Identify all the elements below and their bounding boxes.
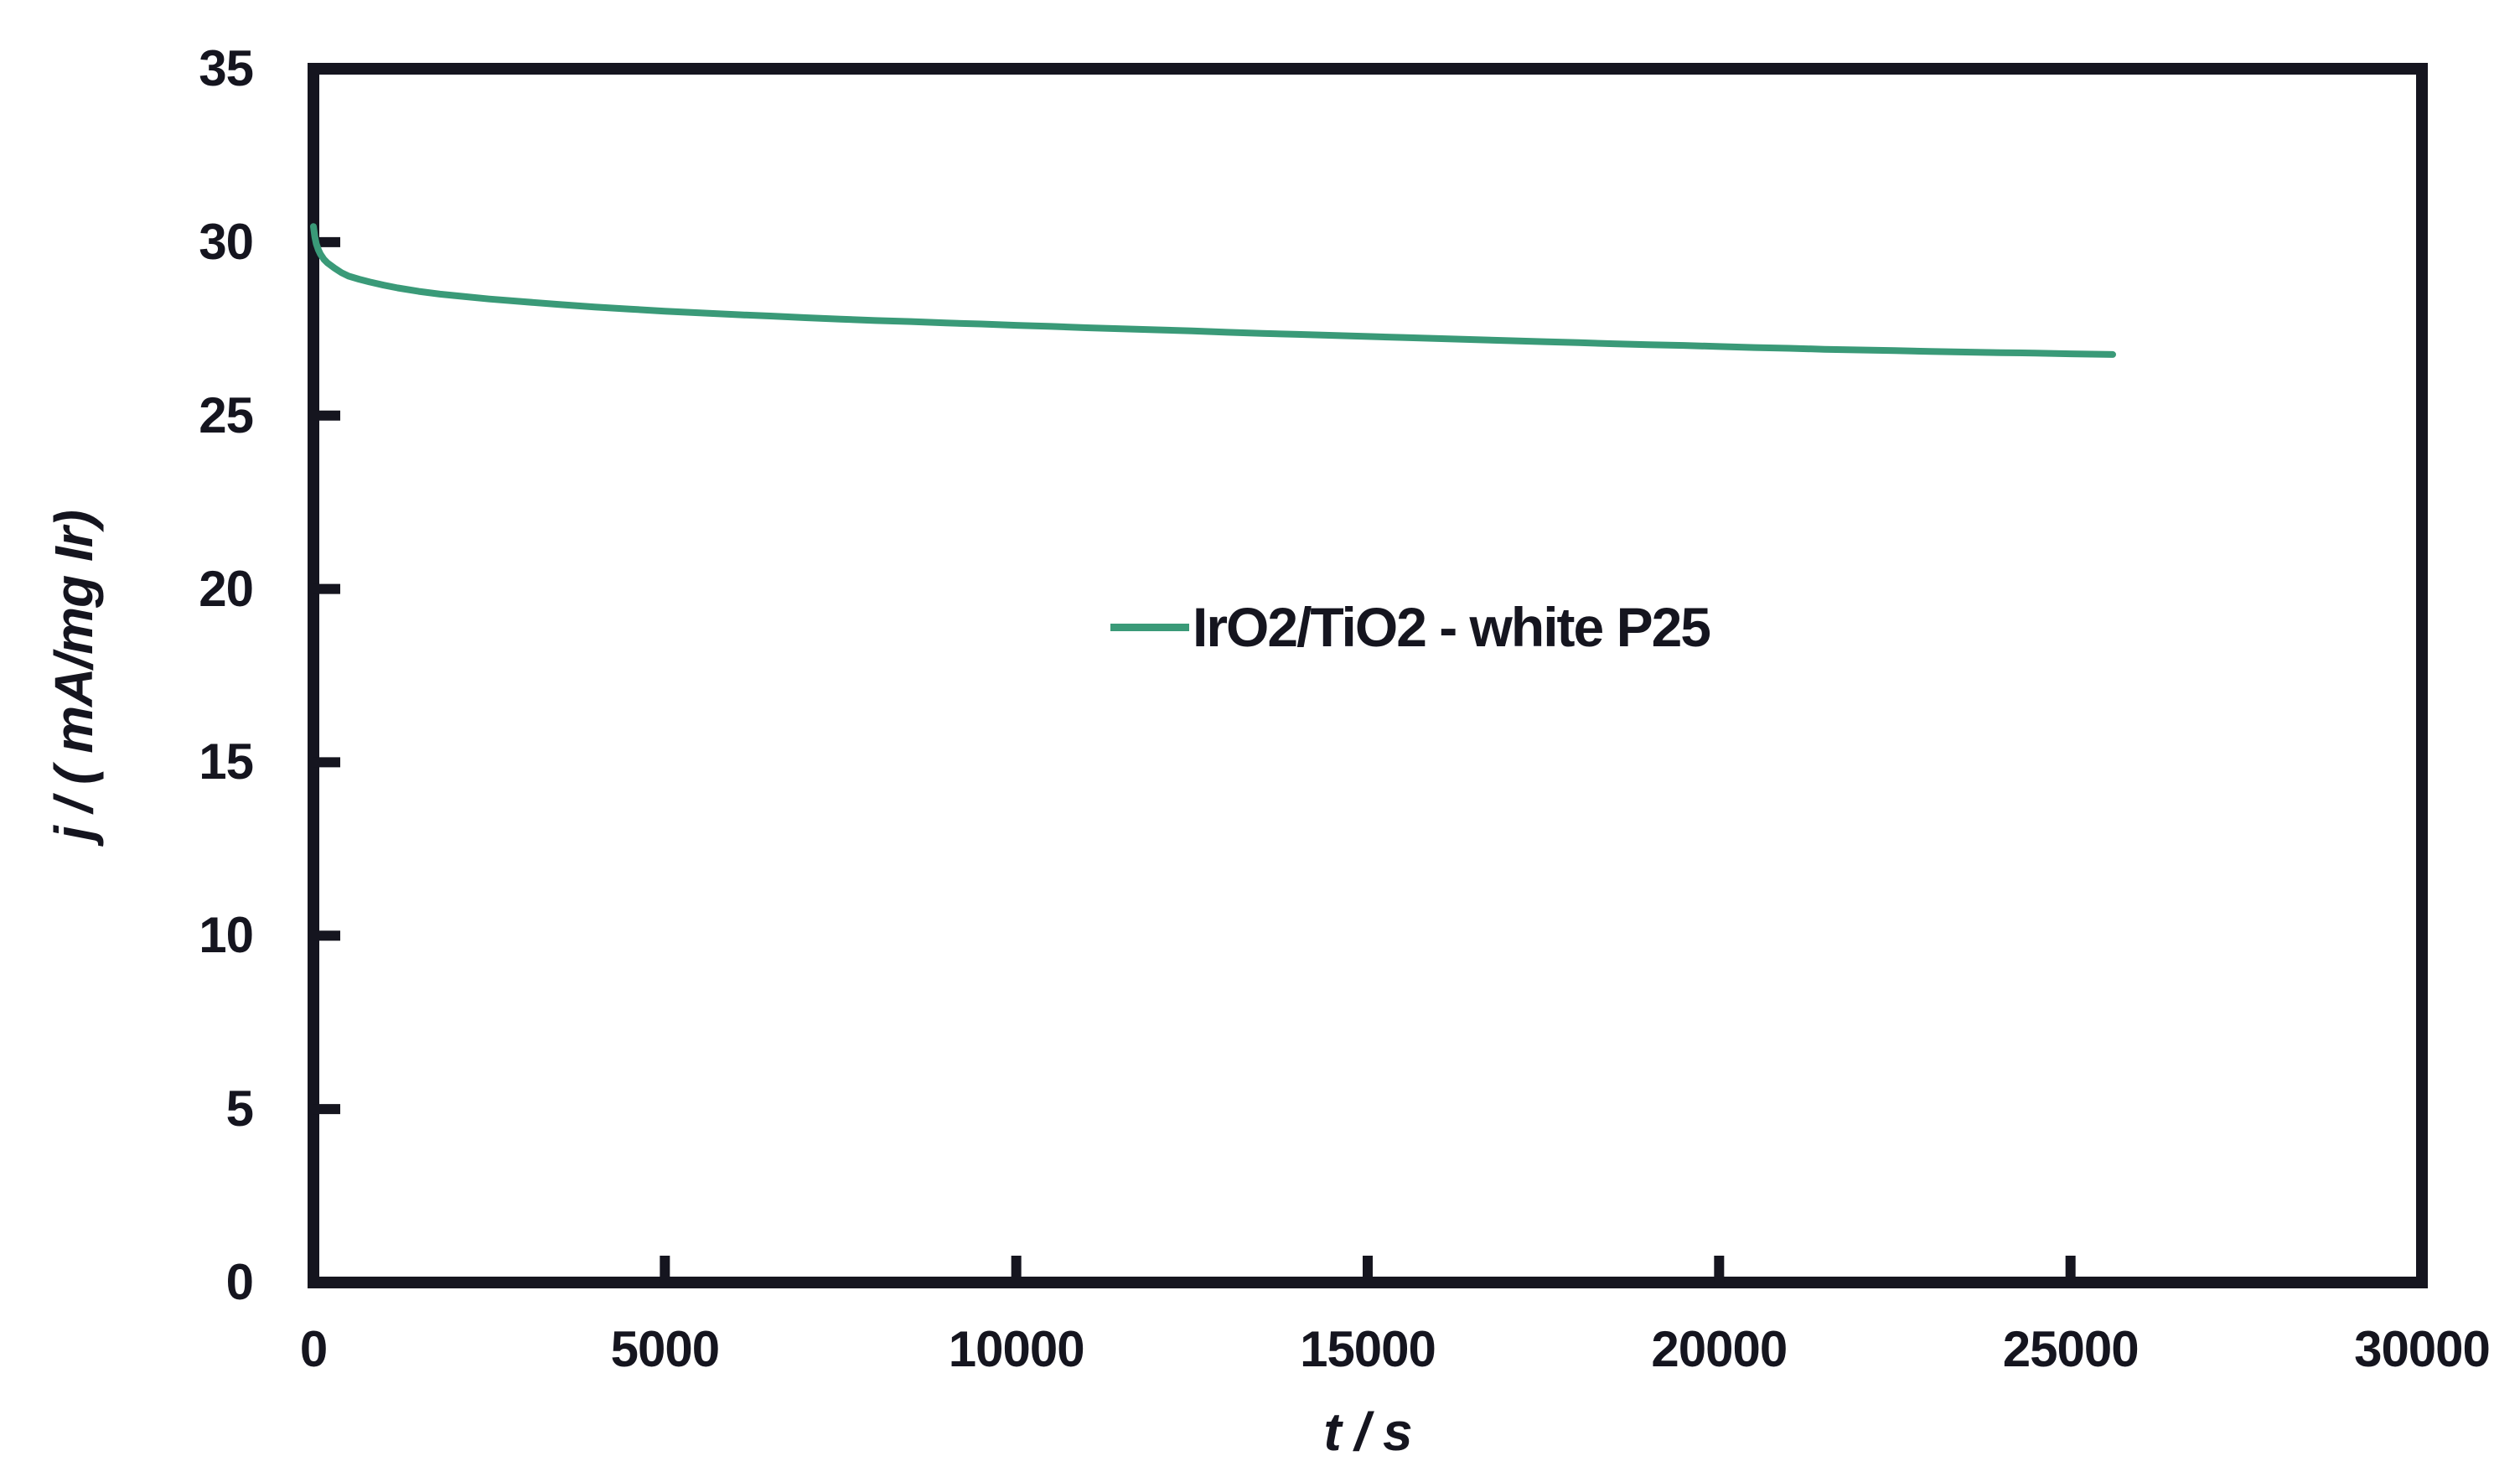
x-tick-label: 20000: [1651, 1321, 1788, 1377]
plot-border: [308, 63, 2428, 1288]
y-tick-label: 15: [199, 733, 254, 790]
y-tick-label: 5: [225, 1080, 254, 1137]
series-line: [310, 223, 2116, 358]
legend-label: IrO2/TiO2 - white P25: [1193, 596, 1711, 658]
x-tick-label: 25000: [2002, 1321, 2140, 1377]
x-tick-label: 15000: [1300, 1321, 1436, 1377]
x-tick-label: 5000: [610, 1321, 720, 1377]
y-axis-title: j / ( mA/mg Ir): [44, 510, 104, 841]
y-tick-label: 30: [199, 213, 254, 270]
legend: IrO2/TiO2 - white P25: [1110, 596, 1711, 658]
x-tick-label: 0: [299, 1321, 328, 1377]
x-tick-label: 10000: [948, 1321, 1085, 1377]
x-tick-label: 30000: [2354, 1321, 2491, 1377]
y-tick-label: 20: [199, 560, 254, 617]
x-axis-title: t / s: [1323, 1402, 1412, 1462]
legend-line-swatch: [1110, 623, 1189, 631]
y-tick-label: 25: [199, 386, 254, 443]
y-tick-label: 10: [199, 907, 254, 964]
y-tick-label: 35: [199, 40, 254, 96]
y-tick-label: 0: [225, 1254, 254, 1310]
